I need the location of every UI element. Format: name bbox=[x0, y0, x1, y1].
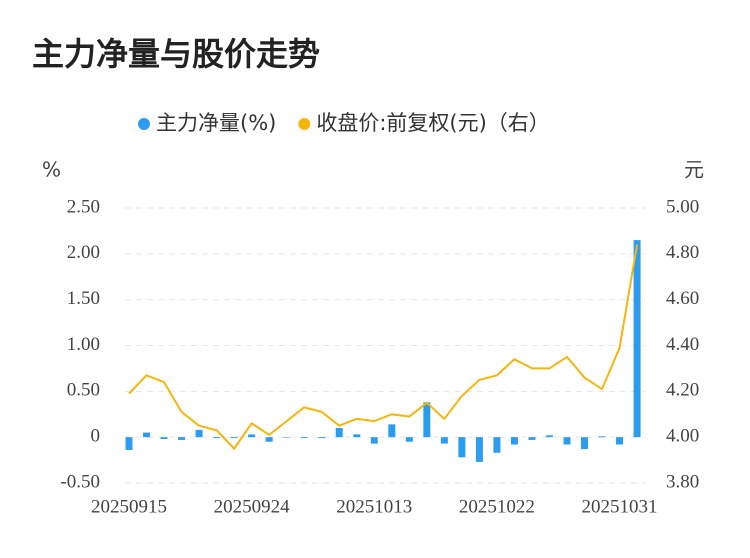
bar bbox=[300, 437, 308, 439]
bar bbox=[528, 437, 536, 440]
bar bbox=[475, 437, 483, 462]
y-axis-label: % bbox=[42, 158, 61, 182]
y2-tick-label: 5.00 bbox=[666, 196, 699, 217]
bar bbox=[178, 437, 186, 440]
bar bbox=[563, 437, 571, 445]
x-tick-label: 20250924 bbox=[214, 496, 291, 517]
y-tick-label: 1.50 bbox=[67, 288, 100, 309]
y2-tick-label: 4.00 bbox=[666, 426, 699, 447]
x-tick-label: 20250915 bbox=[91, 496, 167, 517]
bar bbox=[598, 436, 606, 438]
bar bbox=[143, 432, 151, 438]
legend-label: 主力净量(%) bbox=[156, 111, 276, 135]
bar bbox=[440, 437, 448, 444]
y-tick-label: 0.50 bbox=[67, 380, 100, 401]
bar bbox=[633, 240, 641, 438]
y2-axis-label: 元 bbox=[684, 158, 704, 182]
bar bbox=[248, 434, 256, 438]
bar bbox=[616, 437, 624, 445]
price-line bbox=[128, 244, 639, 451]
bar bbox=[370, 437, 378, 444]
y2-tick-label: 4.40 bbox=[666, 334, 699, 355]
y2-tick-label: 4.60 bbox=[666, 288, 699, 309]
bar bbox=[230, 437, 238, 439]
bar bbox=[510, 437, 518, 445]
x-tick-label: 20251031 bbox=[582, 496, 658, 517]
legend-label: 收盘价:前复权(元)（右） bbox=[316, 111, 549, 135]
bar bbox=[213, 437, 221, 439]
legend-marker bbox=[298, 118, 311, 130]
x-tick-label: 20251013 bbox=[336, 496, 412, 517]
bar bbox=[283, 437, 291, 438]
bar bbox=[493, 437, 501, 453]
bar bbox=[545, 435, 553, 438]
bar bbox=[405, 437, 413, 442]
bar bbox=[160, 437, 168, 439]
legend: 主力净量(%) 收盘价:前复权(元)（右） bbox=[138, 111, 550, 135]
bar bbox=[195, 429, 203, 438]
bar bbox=[423, 402, 431, 438]
y-tick-label: -0.50 bbox=[60, 471, 100, 492]
bar bbox=[335, 428, 343, 438]
y-tick-label: 2.50 bbox=[67, 196, 100, 217]
y2-tick-label: 3.80 bbox=[666, 471, 699, 492]
y-tick-label: 2.00 bbox=[67, 242, 100, 263]
x-tick-label: 20251022 bbox=[459, 496, 535, 517]
y2-tick-label: 4.80 bbox=[666, 242, 699, 263]
bar bbox=[388, 424, 396, 438]
bar bbox=[458, 437, 466, 458]
bar bbox=[318, 437, 326, 439]
y-tick-label: 1.00 bbox=[67, 334, 100, 355]
legend-marker bbox=[138, 118, 150, 130]
bar bbox=[265, 437, 273, 442]
bar bbox=[125, 437, 133, 450]
chart-title: 主力净量与股价走势 bbox=[32, 35, 320, 73]
bar bbox=[581, 437, 589, 450]
y-tick-label: 0 bbox=[91, 426, 101, 447]
y2-tick-label: 4.20 bbox=[666, 380, 699, 401]
bar bbox=[353, 434, 361, 438]
